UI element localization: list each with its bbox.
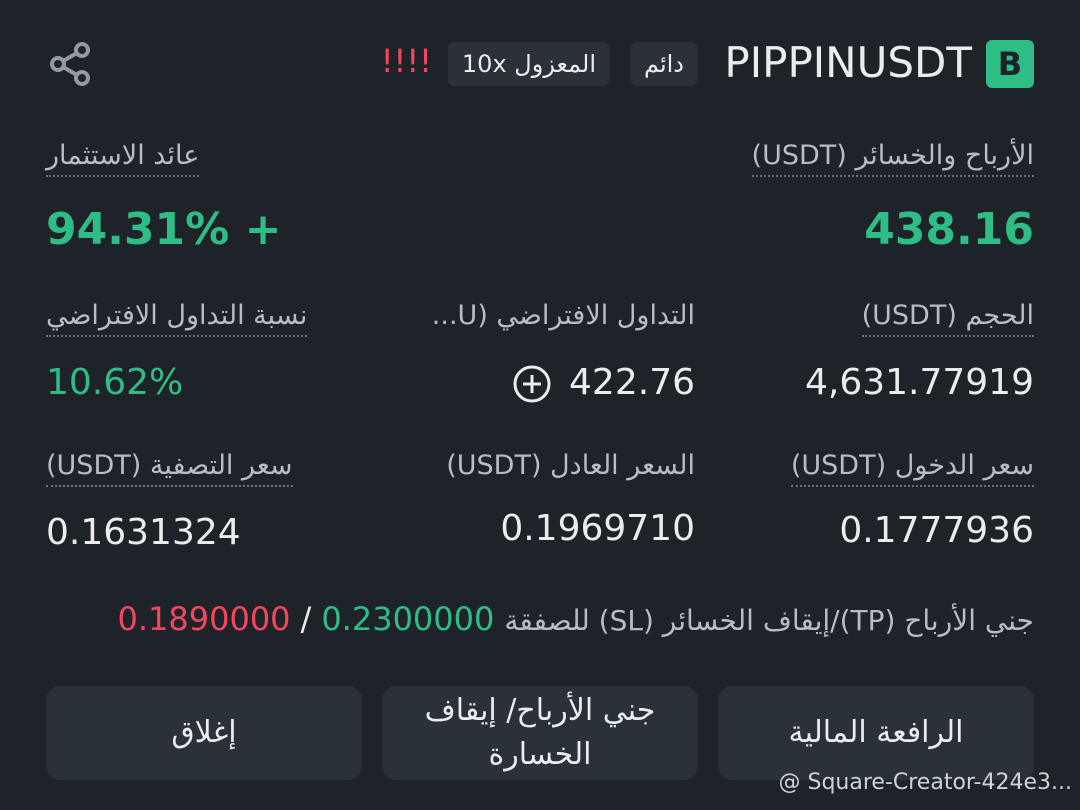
- tag: دائم: [629, 42, 698, 86]
- roi-label: عائد الاستثمار: [46, 140, 200, 177]
- mark-value: 0.1969710: [500, 508, 695, 549]
- roi-value: 94.31% +: [46, 204, 282, 255]
- tpsl-label: جني الأرباح (TP)/إيقاف الخسائر (SL) للصف…: [504, 604, 1034, 637]
- warning: !!!!: [380, 42, 432, 80]
- entry-value: 0.1777936: [839, 510, 1034, 551]
- badge: B: [986, 40, 1034, 88]
- separator: /: [300, 600, 312, 638]
- margin-ratio-label: نسبة التداول الافتراضي: [46, 300, 308, 337]
- margin-value: 422.76: [569, 362, 695, 403]
- margin-ratio-value: 10.62%: [46, 362, 184, 403]
- size-label: الحجم (USDT): [861, 300, 1034, 337]
- watermark: @ Square-Creator-424e3...: [778, 770, 1073, 795]
- add-margin-icon[interactable]: [512, 364, 552, 404]
- margin-label: التداول الافتراضي (U...: [431, 300, 695, 331]
- liq-value: 0.1631324: [46, 512, 241, 553]
- symbol: PIPPINUSDT: [724, 38, 972, 87]
- leverage-button[interactable]: الرافعة المالية: [718, 686, 1034, 780]
- share-icon[interactable]: [46, 40, 94, 88]
- pnl-value: 438.16: [864, 204, 1034, 255]
- close-button[interactable]: إغلاق: [46, 686, 362, 780]
- mark-label: السعر العادل (USDT): [446, 450, 695, 481]
- tpsl-row: جني الأرباح (TP)/إيقاف الخسائر (SL) للصف…: [117, 600, 1034, 638]
- tpsl-button[interactable]: جني الأرباح/ إيقاف الخسارة: [382, 686, 698, 780]
- liq-label: سعر التصفية (USDT): [46, 450, 293, 487]
- pnl-label: الأرباح والخسائر (USDT): [751, 140, 1034, 177]
- entry-label: سعر الدخول (USDT): [790, 450, 1034, 487]
- sl-value: 0.1890000: [117, 600, 291, 638]
- tp-value: 0.2300000: [321, 600, 495, 638]
- tag: المعزول 10x: [447, 42, 610, 86]
- size-value: 4,631.77919: [804, 362, 1034, 403]
